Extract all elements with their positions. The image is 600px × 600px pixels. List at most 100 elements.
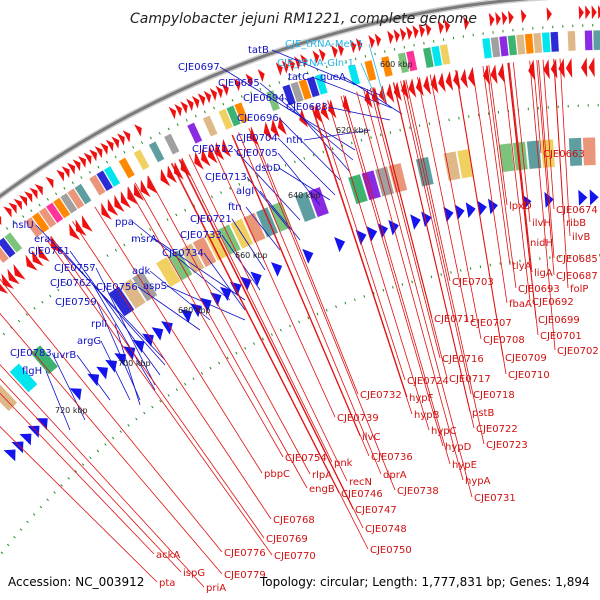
cog-block[interactable] <box>568 137 583 167</box>
gene-label-cje0718[interactable]: CJE0718 <box>473 390 515 401</box>
reverse-cds-arrow[interactable] <box>221 138 232 158</box>
reverse-cds-arrow[interactable] <box>386 83 395 103</box>
gene-label-cje0732[interactable]: CJE0732 <box>360 390 402 401</box>
reverse-cds-arrow[interactable] <box>13 263 26 280</box>
cog-block[interactable] <box>290 81 305 104</box>
cog-block[interactable] <box>281 83 297 106</box>
reverse-cds-arrow[interactable] <box>408 78 417 98</box>
reverse-cds-arrow[interactable] <box>180 158 191 177</box>
gene-label-cje0746[interactable]: CJE0746 <box>341 489 383 500</box>
gene-label-cje0759[interactable]: CJE0759 <box>55 297 97 308</box>
blue-cds-arrow[interactable] <box>210 292 222 307</box>
forward-cds-arrow[interactable] <box>501 11 508 26</box>
cog-block[interactable] <box>567 30 577 52</box>
blue-cds-arrow[interactable] <box>69 388 82 401</box>
blue-cds-arrow[interactable] <box>443 206 454 223</box>
reverse-cds-arrow[interactable] <box>7 268 20 285</box>
cog-block[interactable] <box>148 140 165 163</box>
reverse-cds-arrow[interactable] <box>140 179 151 198</box>
cog-block[interactable] <box>108 286 135 317</box>
cog-block[interactable] <box>498 142 515 173</box>
reverse-cds-arrow[interactable] <box>127 187 138 205</box>
blue-cds-arrow[interactable] <box>271 262 283 277</box>
reverse-cds-arrow[interactable] <box>134 183 144 201</box>
gene-label-ppa[interactable]: ppa <box>115 217 134 228</box>
reverse-cds-arrow[interactable] <box>75 219 87 236</box>
gene-label-cje0748[interactable]: CJE0748 <box>365 524 407 535</box>
forward-cds-arrow[interactable] <box>520 9 527 24</box>
gene-label-hypd[interactable]: hypD <box>445 442 472 453</box>
gene-label-rlpa[interactable]: rlpA <box>312 470 332 481</box>
forward-cds-arrow[interactable] <box>287 58 295 72</box>
cog-block[interactable] <box>526 139 542 170</box>
reverse-cds-arrow[interactable] <box>438 72 446 93</box>
gene-label-cje0696[interactable]: CJE0696 <box>237 113 279 124</box>
reverse-cds-arrow[interactable] <box>313 103 323 123</box>
forward-cds-arrow[interactable] <box>13 198 22 211</box>
cog-block[interactable] <box>96 169 114 192</box>
reverse-cds-arrow[interactable] <box>167 165 177 183</box>
blue-cds-arrow[interactable] <box>334 237 346 253</box>
cog-block[interactable] <box>45 202 64 224</box>
blue-cds-arrow[interactable] <box>105 359 117 373</box>
cog-block[interactable] <box>155 256 182 288</box>
gene-label-cje0703[interactable]: CJE0703 <box>452 277 494 288</box>
gene-label-cje0685[interactable]: CJE0685 <box>556 254 598 265</box>
forward-cds-arrow[interactable] <box>67 162 75 175</box>
forward-cds-arrow[interactable] <box>18 195 27 207</box>
blue-cds-arrow[interactable] <box>302 248 314 264</box>
gene-label-tlya[interactable]: tlyA <box>512 261 532 272</box>
cog-block[interactable] <box>242 212 267 244</box>
gene-label-argg[interactable]: argG <box>77 336 101 347</box>
gene-label-recn[interactable]: recN <box>349 477 372 488</box>
cog-block[interactable] <box>397 51 410 74</box>
reverse-cds-arrow[interactable] <box>430 73 439 94</box>
forward-cds-arrow[interactable] <box>83 152 92 165</box>
gene-label-cje0692[interactable]: CJE0692 <box>532 297 574 308</box>
cog-block[interactable] <box>541 31 551 53</box>
forward-cds-arrow[interactable] <box>0 214 2 226</box>
forward-cds-arrow[interactable] <box>203 90 212 104</box>
reverse-cds-arrow[interactable] <box>423 75 431 95</box>
gene-label-cje0768[interactable]: CJE0768 <box>273 515 315 526</box>
blue-cds-arrow[interactable] <box>240 276 252 291</box>
cog-block[interactable] <box>233 101 249 124</box>
cog-block[interactable] <box>374 166 395 197</box>
forward-cds-arrow[interactable] <box>24 191 33 203</box>
gene-label-cje0693[interactable]: CJE0693 <box>518 284 560 295</box>
gene-label-cje0747[interactable]: CJE0747 <box>355 505 397 516</box>
reverse-cds-arrow[interactable] <box>173 161 184 180</box>
blue-cds-arrow[interactable] <box>161 321 173 335</box>
forward-cds-arrow[interactable] <box>257 69 265 83</box>
reverse-cds-arrow[interactable] <box>445 71 454 91</box>
gene-label-cje0701[interactable]: CJE0701 <box>540 331 582 342</box>
gene-label-cje0724[interactable]: CJE0724 <box>407 376 449 387</box>
reverse-cds-arrow[interactable] <box>37 245 50 262</box>
blue-cds-arrow[interactable] <box>250 271 262 287</box>
cog-block[interactable] <box>550 31 560 53</box>
cog-block[interactable] <box>133 148 150 171</box>
forward-cds-arrow[interactable] <box>168 106 177 120</box>
gene-label-cje-trna-met-1[interactable]: CJE_tRNA-Met-1 <box>285 39 364 50</box>
forward-cds-arrow[interactable] <box>463 16 470 31</box>
forward-cds-arrow[interactable] <box>186 98 194 112</box>
gene-label-cje0779[interactable]: CJE0779 <box>224 570 266 581</box>
reverse-cds-arrow[interactable] <box>588 57 595 78</box>
gene-label-cje0697[interactable]: CJE0697 <box>178 62 220 73</box>
reverse-cds-arrow[interactable] <box>194 151 204 170</box>
gene-label-cje0710[interactable]: CJE0710 <box>508 370 550 381</box>
cog-block[interactable] <box>439 43 451 66</box>
forward-cds-arrow[interactable] <box>111 136 120 149</box>
forward-cds-arrow[interactable] <box>275 62 283 76</box>
cog-block[interactable] <box>218 108 234 131</box>
gene-label-liga[interactable]: ligA <box>534 268 553 279</box>
gene-label-ftn[interactable]: ftn <box>228 202 242 213</box>
gene-label-cje0776[interactable]: CJE0776 <box>224 548 266 559</box>
gene-label-cje0694[interactable]: CJE0694 <box>243 93 285 104</box>
forward-cds-arrow[interactable] <box>174 104 182 117</box>
reverse-cds-arrow[interactable] <box>101 202 112 220</box>
reverse-cds-arrow[interactable] <box>114 194 125 212</box>
blue-cds-arrow[interactable] <box>19 433 32 446</box>
gene-label-cje0674[interactable]: CJE0674 <box>556 205 598 216</box>
cog-block[interactable] <box>430 45 443 67</box>
